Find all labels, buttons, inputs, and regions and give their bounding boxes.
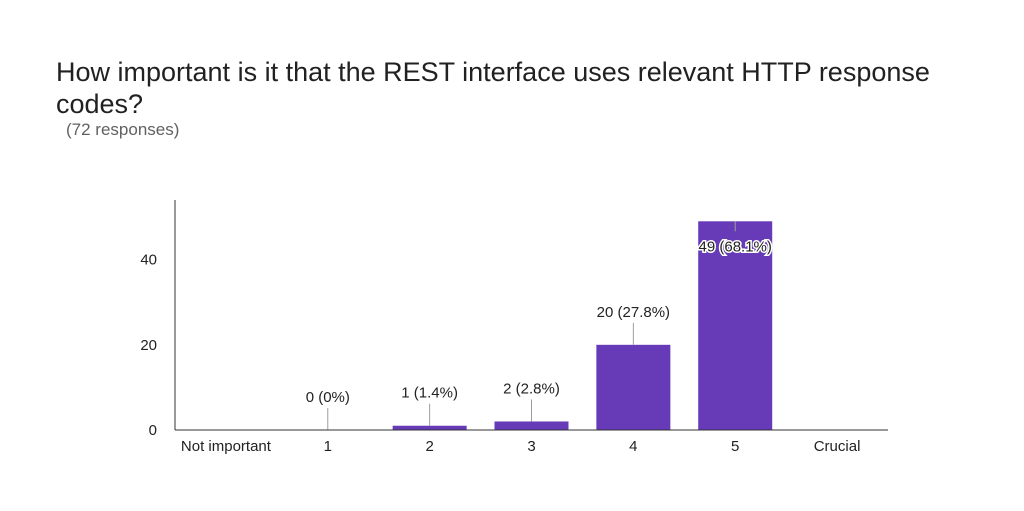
response-count: (72 responses) xyxy=(66,120,180,139)
x-tick-label: 2 xyxy=(425,438,433,455)
bar xyxy=(596,344,671,430)
x-tick-label: 5 xyxy=(731,438,739,455)
data-label: 49 (68.1%) xyxy=(699,238,772,255)
bar xyxy=(698,221,773,430)
bar xyxy=(392,425,467,430)
bar xyxy=(494,421,569,430)
chart-title: How important is it that the REST interf… xyxy=(56,57,930,119)
x-scale-high-label: Crucial xyxy=(814,438,861,455)
y-axis-ticks: 0 20 40 xyxy=(140,252,157,439)
x-scale-low-label: Not important xyxy=(181,438,272,455)
x-axis-ticks: Not important 1 2 3 4 5 Crucial xyxy=(181,438,861,455)
x-tick-label: 3 xyxy=(527,438,535,455)
bars xyxy=(392,221,773,430)
data-label: 1 (1.4%) xyxy=(401,385,458,402)
data-labels: 0 (0%) 1 (1.4%) 2 (2.8%) 20 (27.8%) 49 (68.1… xyxy=(306,237,774,406)
x-tick-label: 4 xyxy=(629,438,637,455)
data-label: 0 (0%) xyxy=(306,389,350,406)
x-tick-label: 1 xyxy=(324,438,332,455)
y-tick-label: 40 xyxy=(140,252,157,269)
y-tick-label: 20 xyxy=(140,337,157,354)
label-leaders xyxy=(327,221,736,430)
data-label: 2 (2.8%) xyxy=(503,380,560,397)
data-label: 20 (27.8%) xyxy=(597,304,670,321)
y-tick-label: 0 xyxy=(149,422,157,439)
